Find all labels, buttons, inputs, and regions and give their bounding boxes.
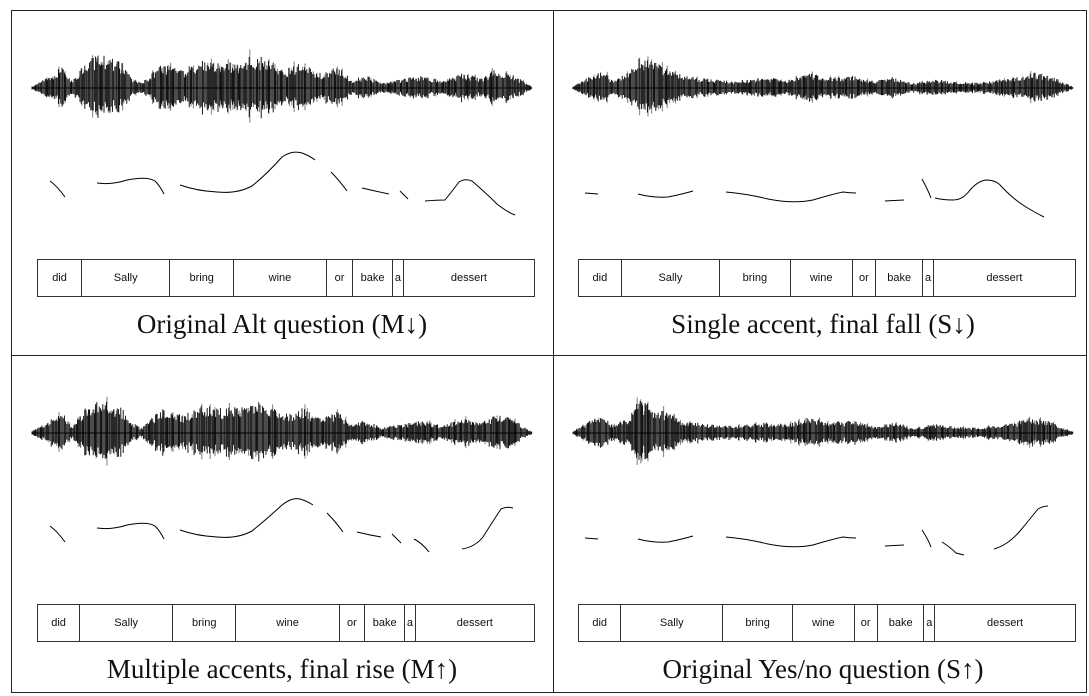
pitch-segment xyxy=(637,190,694,198)
vertical-divider xyxy=(553,10,554,693)
pitch-contour xyxy=(584,178,1045,218)
word-cell-or: or xyxy=(340,605,366,641)
pitch-contour xyxy=(49,498,514,553)
pitch-segment xyxy=(356,531,382,538)
word-cell-bake: bake xyxy=(876,260,924,296)
word-alignment-tier: did Sally bring wine or bake a dessert xyxy=(578,259,1076,297)
word-cell-did: did xyxy=(38,260,83,296)
word-alignment-tier: did Sally bring wine or bake a dessert xyxy=(578,604,1076,642)
pitch-segment xyxy=(921,529,932,548)
word-cell-or: or xyxy=(327,260,354,296)
word-cell-Sally: Sally xyxy=(622,260,721,296)
word-alignment-tier: did Sally bring wine or bake a dessert xyxy=(37,259,535,297)
pitch-segment xyxy=(96,522,165,540)
pitch-segment xyxy=(725,191,857,203)
panel-caption: Original Alt question (M↓) xyxy=(136,309,428,339)
word-cell-dessert: dessert xyxy=(986,272,1023,284)
word-cell-wine: wine xyxy=(234,260,327,296)
pitch-segment xyxy=(179,498,314,538)
waveform xyxy=(31,49,532,123)
word-cell-wine: wine xyxy=(793,605,855,641)
word-cell-dessert: dessert xyxy=(456,617,493,629)
word-cell-bring: bring xyxy=(173,605,237,641)
pitch-segment xyxy=(941,541,965,556)
word-cell-wine: wine xyxy=(236,605,340,641)
pitch-segment xyxy=(326,512,344,533)
panel-caption: Original Yes/no question (S↑) xyxy=(662,654,984,684)
panel-original-alt-question: did Sally bring wine or bake a dessert Original… xyxy=(17,14,547,354)
panel-caption: Multiple accents, final rise (M↑) xyxy=(106,654,458,684)
word-cell-bring: bring xyxy=(170,260,235,296)
word-cell-Sally: Sally xyxy=(621,605,724,641)
panel-single-accent-final-fall: did Sally bring wine or bake a dessert Single a… xyxy=(558,14,1088,354)
pitch-segment xyxy=(725,536,857,548)
panel-original-yes-no-question: did Sally bring wine or bake a dessert Original… xyxy=(558,359,1088,696)
pitch-segment xyxy=(584,537,599,540)
pitch-segment xyxy=(399,190,409,200)
pitch-segment xyxy=(884,199,905,202)
pitch-segment xyxy=(934,179,1045,218)
pitch-segment xyxy=(330,171,348,192)
pitch-segment xyxy=(584,192,599,195)
panel-multiple-accents-final-rise: did Sally bring wine or bake a dessert Multiple… xyxy=(17,359,547,696)
pitch-contour xyxy=(49,151,516,216)
pitch-segment xyxy=(361,187,390,195)
word-cell-bake: bake xyxy=(353,260,393,296)
horizontal-divider xyxy=(11,355,1087,356)
word-cell-wine: wine xyxy=(791,260,853,296)
word-cell-a: a xyxy=(393,260,404,296)
pitch-contour xyxy=(584,505,1049,556)
word-cell-dessert: dessert xyxy=(986,617,1024,629)
pitch-segment xyxy=(461,506,514,550)
word-cell-did: did xyxy=(579,260,622,296)
waveform xyxy=(572,56,1074,117)
word-cell-Sally: Sally xyxy=(82,260,171,296)
pitch-segment xyxy=(921,178,932,199)
word-cell-bring: bring xyxy=(720,260,791,296)
waveform xyxy=(31,396,533,466)
word-cell-dessert: dessert xyxy=(450,272,487,284)
word-cell-Sally: Sally xyxy=(80,605,174,641)
word-cell-a: a xyxy=(405,605,416,641)
word-cell-a: a xyxy=(924,605,936,641)
word-cell-did: did xyxy=(38,605,81,641)
word-cell-bring: bring xyxy=(723,605,794,641)
waveform xyxy=(572,397,1074,465)
pitch-segment xyxy=(884,544,905,547)
pitch-segment xyxy=(391,533,402,544)
word-cell-a: a xyxy=(923,260,934,296)
word-cell-bake: bake xyxy=(878,605,925,641)
panel-caption: Single accent, final fall (S↓) xyxy=(671,309,975,339)
pitch-segment xyxy=(179,151,316,193)
pitch-segment xyxy=(424,179,516,216)
pitch-segment xyxy=(993,505,1049,550)
word-cell-bake: bake xyxy=(365,605,406,641)
word-cell-did: did xyxy=(579,605,622,641)
pitch-segment xyxy=(413,538,430,553)
pitch-segment xyxy=(49,525,66,543)
pitch-segment xyxy=(637,535,694,543)
pitch-segment xyxy=(49,180,66,198)
pitch-segment xyxy=(96,177,165,195)
word-cell-or: or xyxy=(855,605,878,641)
word-cell-or: or xyxy=(853,260,877,296)
figure-frame xyxy=(11,10,1087,693)
word-alignment-tier: did Sally bring wine or bake a dessert xyxy=(37,604,535,642)
